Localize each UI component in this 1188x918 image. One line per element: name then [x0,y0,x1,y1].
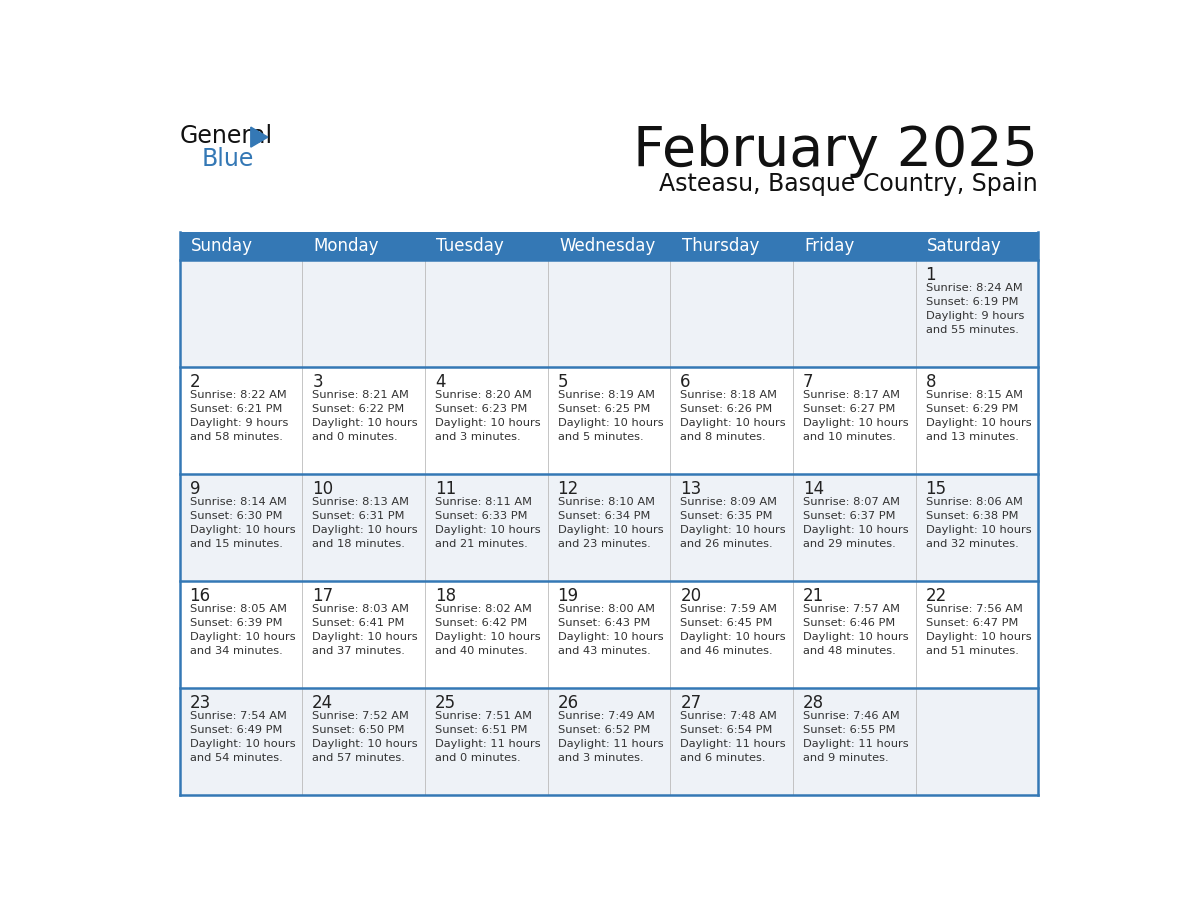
Text: Sunrise: 8:00 AM
Sunset: 6:43 PM
Daylight: 10 hours
and 43 minutes.: Sunrise: 8:00 AM Sunset: 6:43 PM Dayligh… [557,604,663,656]
Text: 16: 16 [190,588,210,605]
Text: 5: 5 [557,373,568,391]
Text: 22: 22 [925,588,947,605]
Text: 21: 21 [803,588,824,605]
Text: Sunrise: 8:22 AM
Sunset: 6:21 PM
Daylight: 9 hours
and 58 minutes.: Sunrise: 8:22 AM Sunset: 6:21 PM Dayligh… [190,390,287,442]
Text: Sunrise: 8:09 AM
Sunset: 6:35 PM
Daylight: 10 hours
and 26 minutes.: Sunrise: 8:09 AM Sunset: 6:35 PM Dayligh… [681,497,786,549]
Bar [179,260,1038,366]
Text: 1: 1 [925,265,936,284]
Text: 3: 3 [312,373,323,391]
Text: 14: 14 [803,480,824,498]
Text: Blue: Blue [201,147,253,171]
Text: 10: 10 [312,480,334,498]
Text: Wednesday: Wednesday [560,237,656,254]
Text: Sunrise: 7:57 AM
Sunset: 6:46 PM
Daylight: 10 hours
and 48 minutes.: Sunrise: 7:57 AM Sunset: 6:46 PM Dayligh… [803,604,909,656]
Text: Sunrise: 8:07 AM
Sunset: 6:37 PM
Daylight: 10 hours
and 29 minutes.: Sunrise: 8:07 AM Sunset: 6:37 PM Dayligh… [803,497,909,549]
Text: Sunrise: 8:05 AM
Sunset: 6:39 PM
Daylight: 10 hours
and 34 minutes.: Sunrise: 8:05 AM Sunset: 6:39 PM Dayligh… [190,604,295,656]
Text: Sunrise: 8:11 AM
Sunset: 6:33 PM
Daylight: 10 hours
and 21 minutes.: Sunrise: 8:11 AM Sunset: 6:33 PM Dayligh… [435,497,541,549]
Text: Sunrise: 8:10 AM
Sunset: 6:34 PM
Daylight: 10 hours
and 23 minutes.: Sunrise: 8:10 AM Sunset: 6:34 PM Dayligh… [557,497,663,549]
Text: Sunrise: 7:48 AM
Sunset: 6:54 PM
Daylight: 11 hours
and 6 minutes.: Sunrise: 7:48 AM Sunset: 6:54 PM Dayligh… [681,711,786,764]
Text: 13: 13 [681,480,701,498]
Text: 6: 6 [681,373,690,391]
Text: 12: 12 [557,480,579,498]
Text: 8: 8 [925,373,936,391]
Text: 28: 28 [803,694,824,712]
Bar [179,474,1038,581]
Text: Sunrise: 8:24 AM
Sunset: 6:19 PM
Daylight: 9 hours
and 55 minutes.: Sunrise: 8:24 AM Sunset: 6:19 PM Dayligh… [925,283,1024,335]
Text: February 2025: February 2025 [633,124,1038,178]
Text: 11: 11 [435,480,456,498]
Text: 18: 18 [435,588,456,605]
Text: Sunrise: 7:59 AM
Sunset: 6:45 PM
Daylight: 10 hours
and 46 minutes.: Sunrise: 7:59 AM Sunset: 6:45 PM Dayligh… [681,604,786,656]
Text: 15: 15 [925,480,947,498]
Text: Sunrise: 7:46 AM
Sunset: 6:55 PM
Daylight: 11 hours
and 9 minutes.: Sunrise: 7:46 AM Sunset: 6:55 PM Dayligh… [803,711,909,764]
Text: Friday: Friday [804,237,854,254]
Text: Sunrise: 8:03 AM
Sunset: 6:41 PM
Daylight: 10 hours
and 37 minutes.: Sunrise: 8:03 AM Sunset: 6:41 PM Dayligh… [312,604,418,656]
Text: 4: 4 [435,373,446,391]
Text: Sunrise: 8:02 AM
Sunset: 6:42 PM
Daylight: 10 hours
and 40 minutes.: Sunrise: 8:02 AM Sunset: 6:42 PM Dayligh… [435,604,541,656]
Polygon shape [251,127,267,147]
Bar [179,688,1038,796]
Text: 24: 24 [312,694,334,712]
Text: Sunrise: 7:51 AM
Sunset: 6:51 PM
Daylight: 11 hours
and 0 minutes.: Sunrise: 7:51 AM Sunset: 6:51 PM Dayligh… [435,711,541,764]
Text: Sunrise: 8:14 AM
Sunset: 6:30 PM
Daylight: 10 hours
and 15 minutes.: Sunrise: 8:14 AM Sunset: 6:30 PM Dayligh… [190,497,295,549]
Text: 17: 17 [312,588,334,605]
Text: 9: 9 [190,480,200,498]
Text: 23: 23 [190,694,210,712]
Text: 20: 20 [681,588,701,605]
Text: 27: 27 [681,694,701,712]
Text: Sunrise: 8:06 AM
Sunset: 6:38 PM
Daylight: 10 hours
and 32 minutes.: Sunrise: 8:06 AM Sunset: 6:38 PM Dayligh… [925,497,1031,549]
Text: 25: 25 [435,694,456,712]
Text: 26: 26 [557,694,579,712]
Text: Sunrise: 7:49 AM
Sunset: 6:52 PM
Daylight: 11 hours
and 3 minutes.: Sunrise: 7:49 AM Sunset: 6:52 PM Dayligh… [557,711,663,764]
Text: Sunrise: 8:18 AM
Sunset: 6:26 PM
Daylight: 10 hours
and 8 minutes.: Sunrise: 8:18 AM Sunset: 6:26 PM Dayligh… [681,390,786,442]
Text: Sunrise: 7:52 AM
Sunset: 6:50 PM
Daylight: 10 hours
and 57 minutes.: Sunrise: 7:52 AM Sunset: 6:50 PM Dayligh… [312,711,418,764]
Text: Sunday: Sunday [191,237,253,254]
Text: Monday: Monday [314,237,379,254]
Text: Sunrise: 8:19 AM
Sunset: 6:25 PM
Daylight: 10 hours
and 5 minutes.: Sunrise: 8:19 AM Sunset: 6:25 PM Dayligh… [557,390,663,442]
Bar [179,581,1038,688]
Text: Sunrise: 8:17 AM
Sunset: 6:27 PM
Daylight: 10 hours
and 10 minutes.: Sunrise: 8:17 AM Sunset: 6:27 PM Dayligh… [803,390,909,442]
Text: Saturday: Saturday [927,237,1001,254]
Text: Sunrise: 8:13 AM
Sunset: 6:31 PM
Daylight: 10 hours
and 18 minutes.: Sunrise: 8:13 AM Sunset: 6:31 PM Dayligh… [312,497,418,549]
Bar [179,366,1038,474]
Text: Asteasu, Basque Country, Spain: Asteasu, Basque Country, Spain [659,172,1038,196]
Text: 19: 19 [557,588,579,605]
Text: Sunrise: 7:56 AM
Sunset: 6:47 PM
Daylight: 10 hours
and 51 minutes.: Sunrise: 7:56 AM Sunset: 6:47 PM Dayligh… [925,604,1031,656]
Text: Sunrise: 8:21 AM
Sunset: 6:22 PM
Daylight: 10 hours
and 0 minutes.: Sunrise: 8:21 AM Sunset: 6:22 PM Dayligh… [312,390,418,442]
Text: General: General [179,124,272,148]
Bar [179,232,1038,260]
Text: 2: 2 [190,373,201,391]
Text: Thursday: Thursday [682,237,759,254]
Text: Tuesday: Tuesday [436,237,504,254]
Text: Sunrise: 7:54 AM
Sunset: 6:49 PM
Daylight: 10 hours
and 54 minutes.: Sunrise: 7:54 AM Sunset: 6:49 PM Dayligh… [190,711,295,764]
Text: Sunrise: 8:15 AM
Sunset: 6:29 PM
Daylight: 10 hours
and 13 minutes.: Sunrise: 8:15 AM Sunset: 6:29 PM Dayligh… [925,390,1031,442]
Text: Sunrise: 8:20 AM
Sunset: 6:23 PM
Daylight: 10 hours
and 3 minutes.: Sunrise: 8:20 AM Sunset: 6:23 PM Dayligh… [435,390,541,442]
Text: 7: 7 [803,373,814,391]
